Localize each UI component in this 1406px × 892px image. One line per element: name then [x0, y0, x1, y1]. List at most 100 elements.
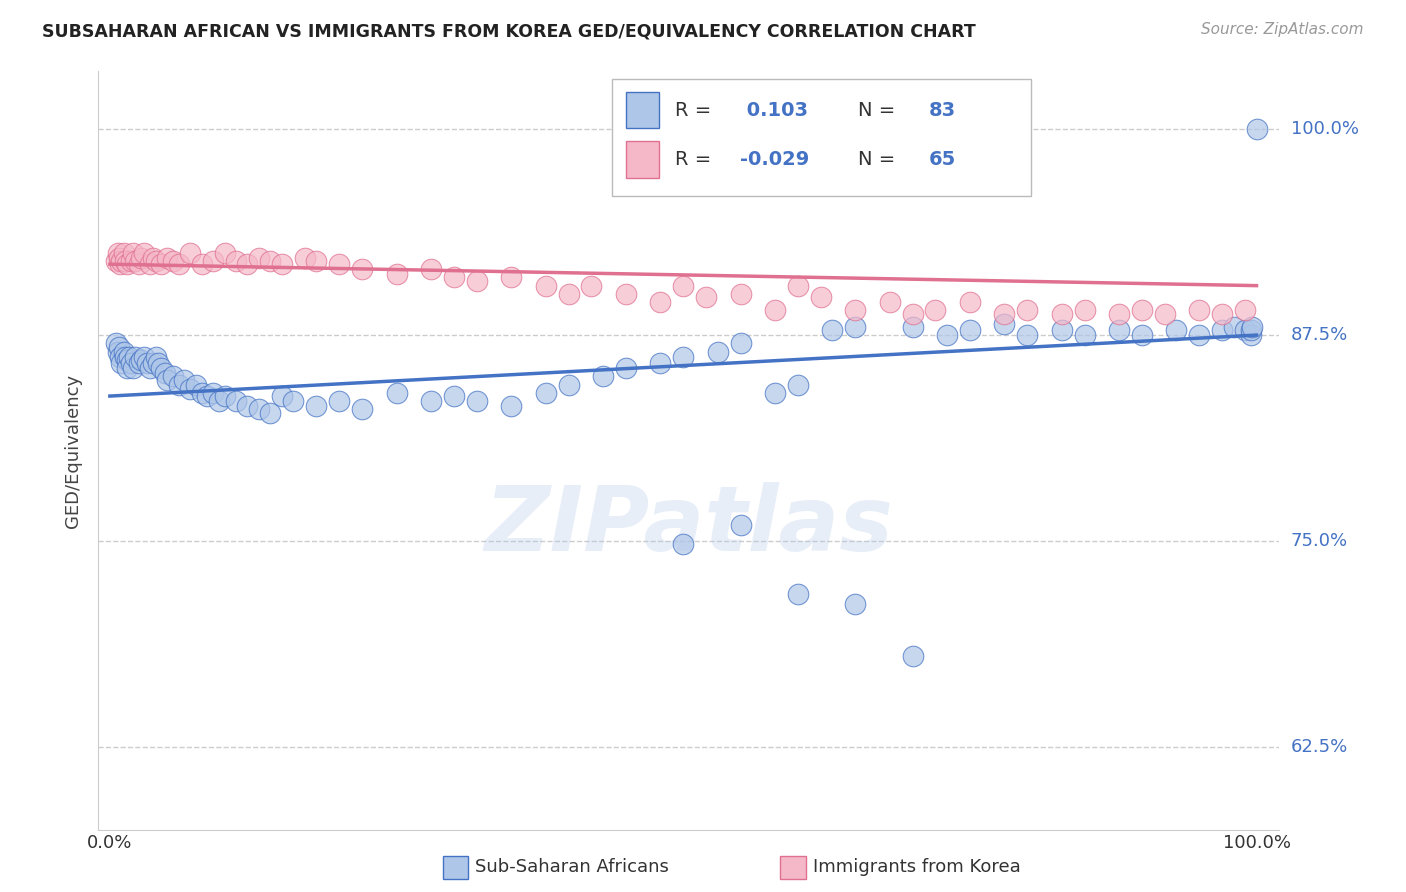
- Point: [179, 383, 201, 397]
- Point: [581, 278, 603, 293]
- Point: [614, 361, 637, 376]
- Point: [115, 361, 138, 376]
- Point: [259, 253, 281, 268]
- Point: [959, 295, 981, 310]
- Point: [501, 399, 523, 413]
- Point: [156, 373, 179, 387]
- Point: [134, 245, 156, 260]
- Text: ZIPatlas: ZIPatlas: [485, 483, 893, 570]
- Text: 65: 65: [929, 150, 956, 169]
- Point: [120, 253, 142, 268]
- Point: [993, 317, 1015, 331]
- Point: [129, 352, 152, 367]
- Point: [179, 245, 201, 260]
- Point: [142, 356, 165, 370]
- Point: [672, 278, 695, 293]
- Point: [557, 377, 579, 392]
- Point: [672, 350, 695, 364]
- Point: [114, 253, 136, 268]
- Point: [107, 245, 129, 260]
- Point: [173, 373, 195, 387]
- Point: [283, 394, 305, 409]
- Point: [1234, 323, 1257, 337]
- Point: [190, 385, 212, 400]
- Point: [901, 319, 924, 334]
- Point: [443, 270, 465, 285]
- Point: [146, 356, 169, 370]
- Point: [901, 307, 924, 321]
- Point: [786, 587, 808, 601]
- Point: [162, 369, 184, 384]
- Point: [108, 251, 131, 265]
- Point: [1017, 328, 1039, 343]
- Point: [959, 323, 981, 337]
- Point: [142, 251, 165, 265]
- Point: [134, 350, 156, 364]
- Point: [112, 344, 135, 359]
- Point: [1246, 122, 1268, 136]
- Point: [128, 257, 150, 271]
- Point: [844, 319, 866, 334]
- Point: [107, 344, 129, 359]
- Point: [706, 344, 728, 359]
- Text: Sub-Saharan Africans: Sub-Saharan Africans: [475, 858, 669, 877]
- Point: [247, 402, 270, 417]
- Text: N =: N =: [858, 150, 901, 169]
- Point: [650, 295, 672, 310]
- Text: 62.5%: 62.5%: [1291, 739, 1348, 756]
- Point: [120, 356, 142, 370]
- Point: [110, 253, 132, 268]
- Point: [443, 389, 465, 403]
- Point: [385, 385, 408, 400]
- Point: [167, 377, 190, 392]
- Point: [115, 257, 138, 271]
- Point: [1108, 323, 1130, 337]
- Point: [1234, 303, 1257, 318]
- Point: [135, 356, 157, 370]
- Point: [844, 597, 866, 611]
- Point: [108, 350, 131, 364]
- Point: [1073, 303, 1095, 318]
- Point: [104, 336, 127, 351]
- Point: [1153, 307, 1175, 321]
- Text: SUBSAHARAN AFRICAN VS IMMIGRANTS FROM KOREA GED/EQUIVALENCY CORRELATION CHART: SUBSAHARAN AFRICAN VS IMMIGRANTS FROM KO…: [42, 22, 976, 40]
- Point: [730, 286, 752, 301]
- Point: [145, 253, 167, 268]
- Point: [844, 303, 866, 318]
- Point: [1222, 319, 1244, 334]
- Point: [150, 361, 173, 376]
- Point: [305, 399, 328, 413]
- Point: [156, 251, 179, 265]
- Point: [557, 286, 579, 301]
- Point: [730, 517, 752, 532]
- Point: [114, 350, 136, 364]
- Point: [420, 394, 443, 409]
- Point: [1240, 319, 1263, 334]
- Point: [730, 336, 752, 351]
- Point: [1108, 307, 1130, 321]
- Text: 0.103: 0.103: [740, 101, 807, 120]
- Point: [420, 262, 443, 277]
- Text: -0.029: -0.029: [740, 150, 808, 169]
- Point: [1050, 307, 1073, 321]
- Point: [901, 649, 924, 664]
- Point: [214, 245, 236, 260]
- Point: [352, 262, 374, 277]
- Point: [465, 394, 488, 409]
- Point: [270, 389, 292, 403]
- Text: 75.0%: 75.0%: [1291, 533, 1348, 550]
- Point: [1211, 323, 1233, 337]
- Point: [763, 385, 786, 400]
- Point: [1130, 328, 1153, 343]
- Point: [786, 377, 808, 392]
- Point: [104, 253, 127, 268]
- Point: [1073, 328, 1095, 343]
- Point: [534, 278, 557, 293]
- Point: [247, 251, 270, 265]
- Point: [1017, 303, 1039, 318]
- Point: [108, 257, 131, 271]
- Point: [385, 267, 408, 281]
- Point: [225, 253, 247, 268]
- Point: [1188, 328, 1211, 343]
- Point: [501, 270, 523, 285]
